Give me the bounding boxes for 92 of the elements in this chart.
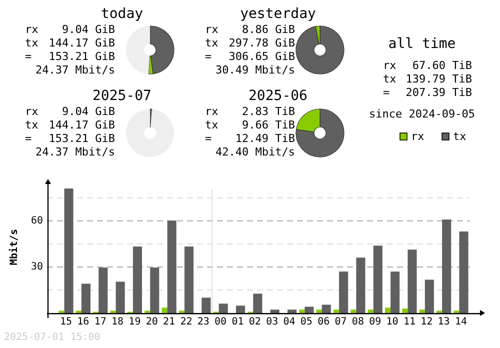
bar <box>81 284 90 313</box>
donut-slice <box>150 26 174 74</box>
donut-slice <box>126 26 150 74</box>
x-tick-label: 09 <box>369 316 382 328</box>
text: = 207.39 TiB <box>383 86 472 100</box>
x-tick-label: 02 <box>248 316 261 328</box>
text: all time <box>388 36 456 52</box>
bar <box>167 220 176 313</box>
bar <box>339 272 348 313</box>
bar <box>333 310 340 313</box>
x-tick-label: 05 <box>300 316 312 328</box>
x-tick-label: 18 <box>112 316 124 328</box>
text: 42.40 Mbit/s <box>216 146 295 159</box>
bar <box>116 282 125 313</box>
bar <box>424 280 434 313</box>
bar <box>150 268 160 313</box>
bar <box>390 272 400 313</box>
x-tick-label: 23 <box>197 316 210 328</box>
x-tick-label: 08 <box>352 316 364 328</box>
text: tx 139.79 TiB <box>383 72 472 86</box>
x-tick-label: 00 <box>214 316 227 328</box>
bar <box>98 268 108 313</box>
text: 24.37 Mbit/s <box>36 146 115 159</box>
bar <box>132 246 142 313</box>
x-tick-label: 01 <box>232 316 244 328</box>
bar <box>322 304 331 313</box>
donut-slice <box>296 108 344 158</box>
x-tick-label: 21 <box>163 316 176 328</box>
bar <box>356 258 366 313</box>
x-tick-label: 07 <box>334 316 347 328</box>
text: rx 2.83 TiB <box>205 105 295 118</box>
text: = 306.65 GiB <box>205 50 295 64</box>
text: = 12.49 TiB <box>205 132 295 146</box>
bar <box>459 232 468 313</box>
bar <box>218 304 228 313</box>
text: = 153.21 GiB <box>25 132 115 146</box>
bar <box>184 246 194 313</box>
bar <box>253 294 262 313</box>
bar <box>368 310 374 313</box>
bar <box>316 310 322 313</box>
text: 30.49 Mbit/s <box>216 64 295 77</box>
chart-title: today <box>100 6 144 22</box>
x-tick-label: 22 <box>180 316 192 328</box>
bar <box>373 246 382 313</box>
bar <box>384 308 391 313</box>
donut-slice <box>126 109 174 157</box>
bar <box>299 310 305 313</box>
text: rx 8.86 GiB <box>205 23 295 36</box>
bar <box>288 310 297 313</box>
chart-title: 2025-07 <box>92 88 152 104</box>
text: since 2024-09-05 <box>369 108 475 121</box>
bar <box>236 306 246 313</box>
bar <box>442 220 452 313</box>
text: tx 144.17 GiB <box>25 118 116 132</box>
x-tick-label: 13 <box>438 316 450 328</box>
bar <box>202 298 211 313</box>
text: rx 9.04 GiB <box>25 105 115 118</box>
x-tick-label: 14 <box>454 316 468 328</box>
text: rx 9.04 GiB <box>25 23 115 36</box>
text: = 153.21 GiB <box>25 50 115 64</box>
x-tick-label: 16 <box>77 316 90 328</box>
chart-title: yesterday <box>240 6 316 22</box>
x-tick-label: 17 <box>94 316 106 328</box>
text: tx 144.17 GiB <box>25 36 116 50</box>
legend-label: rx <box>411 130 425 144</box>
x-tick-label: 04 <box>283 316 296 328</box>
y-tick-label: 60 <box>30 216 43 227</box>
bar <box>64 188 74 313</box>
text: rx 67.60 TiB <box>383 59 472 72</box>
x-tick-label: 10 <box>386 316 398 328</box>
y-tick-label: 30 <box>30 262 43 273</box>
bar <box>408 250 417 313</box>
x-tick-label: 03 <box>266 316 278 328</box>
bar <box>402 308 408 313</box>
x-tick-label: 20 <box>146 316 158 328</box>
x-tick-label: 12 <box>420 316 433 328</box>
bar <box>350 310 356 313</box>
bar <box>270 310 280 313</box>
chart-title: 2025-06 <box>248 88 308 104</box>
bar <box>419 310 425 313</box>
x-tick-label: 06 <box>318 316 330 328</box>
bar <box>304 306 314 313</box>
y-axis-title: Mbit/s <box>8 228 20 266</box>
bar <box>162 308 168 313</box>
text: tx 297.78 GiB <box>205 36 296 50</box>
x-tick-label: 15 <box>60 316 72 328</box>
donut-slice <box>296 26 344 74</box>
legend-label: tx <box>453 130 467 144</box>
text: 24.37 Mbit/s <box>36 64 115 77</box>
text: tx 9.66 TiB <box>205 118 295 132</box>
x-tick-label: 19 <box>128 316 141 328</box>
x-tick-label: 11 <box>403 316 416 328</box>
